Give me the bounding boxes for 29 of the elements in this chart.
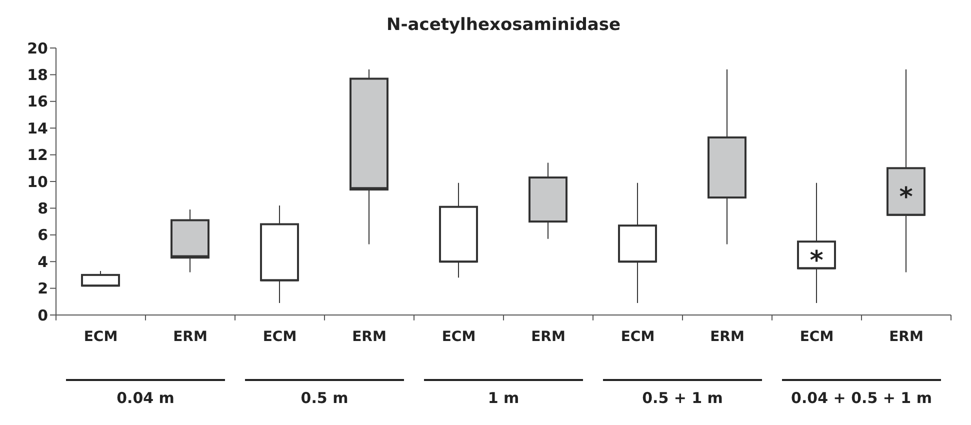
y-tick-label: 14 bbox=[27, 119, 48, 138]
annotation: * bbox=[899, 182, 914, 213]
x-tick-label: ECM bbox=[800, 328, 834, 345]
y-tick-label: 0 bbox=[38, 306, 48, 324]
chart-title: N-acetylhexosaminidase bbox=[386, 15, 621, 35]
y-tick-label: 6 bbox=[38, 226, 48, 244]
x-tick-label: ERM bbox=[889, 328, 924, 345]
x-tick-label: ECM bbox=[84, 328, 118, 345]
y-tick-label: 20 bbox=[27, 39, 48, 58]
x-tick-label: ECM bbox=[442, 328, 476, 345]
y-tick-label: 16 bbox=[27, 92, 48, 111]
text: 0.04 + 0.5 + 1 m bbox=[790, 389, 933, 407]
x-tick-label: ECM bbox=[262, 328, 297, 345]
y-tick-label: 10 bbox=[27, 172, 48, 191]
x-tick-label: ERM bbox=[173, 328, 208, 345]
y-tick-label: 2 bbox=[38, 280, 48, 298]
text: 0.5 m bbox=[300, 389, 350, 407]
y-tick-label: 18 bbox=[27, 66, 48, 84]
x-tick-label: ERM bbox=[531, 328, 566, 345]
y-tick-label: 8 bbox=[38, 200, 48, 218]
text: 0.04 m bbox=[116, 389, 176, 407]
annotation: * bbox=[810, 246, 824, 276]
text: 0.5 + 1 m bbox=[641, 389, 724, 407]
text: 1 m bbox=[486, 389, 520, 407]
x-tick-label: ERM bbox=[352, 328, 386, 345]
x-tick-label: ECM bbox=[620, 328, 655, 345]
x-tick-label: ERM bbox=[710, 328, 744, 345]
y-tick-label: 4 bbox=[38, 252, 48, 271]
y-tick-label: 12 bbox=[27, 146, 48, 164]
